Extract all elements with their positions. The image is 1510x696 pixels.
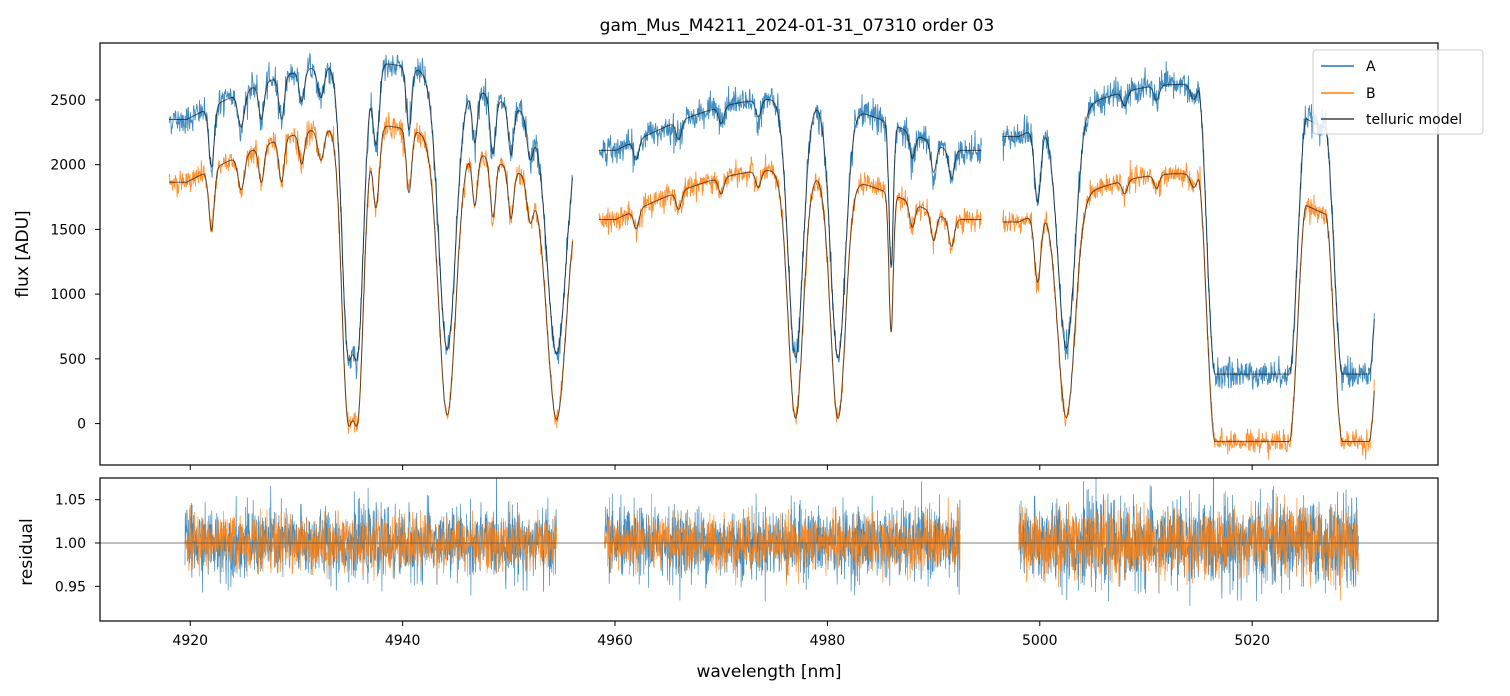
telluric-model-b-segment-1 [599,170,982,420]
x-tick-label-4980: 4980 [810,633,846,649]
flux-y-tick-label-1500: 1500 [50,222,86,238]
residual-y-ticks: 0.95 1.00 1.05 [55,493,100,595]
flux-y-label: flux [ADU] [13,210,33,297]
residual-b-segment-1 [604,493,961,587]
telluric-model-a-segment-1 [599,98,982,359]
telluric-model-b-segment-0 [169,125,573,427]
legend-label-model: telluric model [1366,112,1462,128]
x-tick-label-5000: 5000 [1022,633,1058,649]
residual-b-segment-0 [184,500,557,584]
x-tick-label-5020: 5020 [1234,633,1270,649]
x-tick-label-4940: 4940 [385,633,421,649]
flux-axes-frame [99,42,1439,466]
flux-panel: 0 500 1000 1500 2000 2500 flux [ADU] A B tell… [13,42,1484,470]
x-tick-label-4960: 4960 [597,633,633,649]
flux-y-tick-label-2000: 2000 [50,158,86,174]
legend-box [1312,49,1484,135]
legend-label-b: B [1366,86,1376,102]
series-b-segment-2 [1002,160,1375,460]
flux-y-tick-label-0: 0 [77,417,86,433]
flux-y-tick-label-1000: 1000 [50,287,86,303]
flux-series [168,52,1375,460]
chart-title: gam_Mus_M4211_2024-01-31_07310 order 03 [600,16,995,36]
x-axis-label: wavelength [nm] [696,662,841,682]
residual-y-label: residual [17,518,37,585]
series-b-segment-1 [598,153,982,425]
flux-x-ticks [189,465,1253,470]
x-tick-label-4920: 4920 [172,633,208,649]
legend-label-a: A [1366,59,1376,75]
residual-series [100,478,1438,606]
flux-y-tick-label-500: 500 [59,352,86,368]
residual-y-tick-label-2: 1.05 [55,493,86,509]
residual-y-tick-label-1: 1.00 [55,536,86,552]
residual-x-ticks: 4920 4940 4960 4980 5000 5020 [172,621,1270,649]
series-a-segment-2 [1002,61,1375,391]
telluric-model-a-segment-0 [169,63,573,361]
flux-y-tick-label-2500: 2500 [50,93,86,109]
flux-y-ticks: 0 500 1000 1500 2000 2500 [50,93,100,433]
telluric-model-a-segment-2 [1002,83,1375,375]
series-a-segment-1 [598,86,982,364]
residual-panel: 0.95 1.00 1.05 4920 4940 4960 4980 5000 5020 re… [17,477,1439,682]
residual-axes-frame [99,477,1439,622]
residual-b-segment-2 [1018,490,1359,601]
legend: A B telluric model [1312,49,1484,135]
telluric-model-b-segment-2 [1002,173,1375,442]
residual-y-tick-label-0: 0.95 [55,579,86,595]
